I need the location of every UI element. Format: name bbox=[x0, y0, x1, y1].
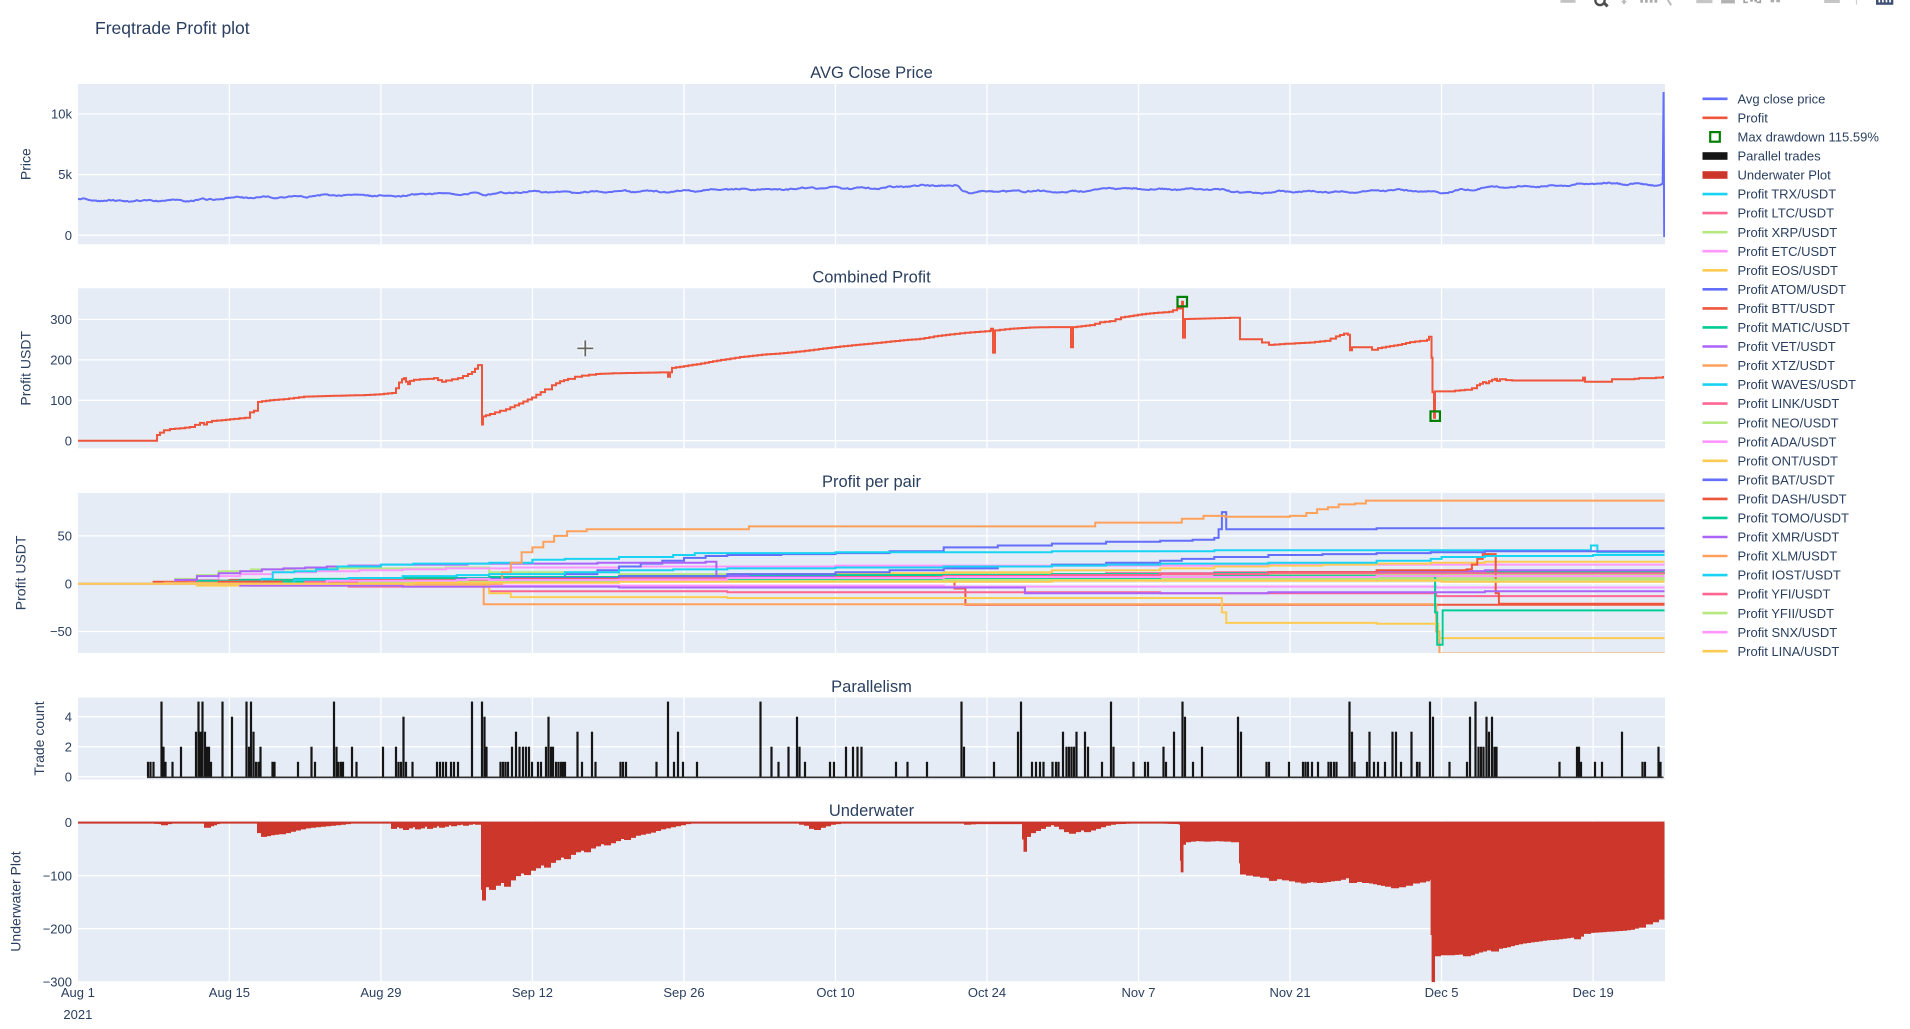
svg-text:Profit YFII/USDT: Profit YFII/USDT bbox=[1738, 606, 1835, 621]
svg-text:100: 100 bbox=[50, 393, 72, 408]
svg-text:Profit XLM/USDT: Profit XLM/USDT bbox=[1738, 549, 1838, 564]
svg-text:0: 0 bbox=[65, 769, 72, 784]
svg-text:Combined Profit: Combined Profit bbox=[812, 269, 931, 287]
svg-text:200: 200 bbox=[50, 352, 72, 367]
svg-text:−200: −200 bbox=[43, 921, 72, 936]
svg-text:Profit WAVES/USDT: Profit WAVES/USDT bbox=[1738, 377, 1857, 392]
svg-text:Profit: Profit bbox=[1738, 110, 1769, 125]
svg-text:Aug 15: Aug 15 bbox=[209, 985, 250, 1000]
svg-text:−100: −100 bbox=[43, 868, 72, 883]
svg-text:4: 4 bbox=[65, 709, 72, 724]
svg-text:Profit SNX/USDT: Profit SNX/USDT bbox=[1738, 625, 1838, 640]
svg-text:Profit LTC/USDT: Profit LTC/USDT bbox=[1738, 206, 1835, 221]
svg-text:Profit ONT/USDT: Profit ONT/USDT bbox=[1738, 453, 1838, 468]
svg-text:300: 300 bbox=[50, 312, 72, 327]
svg-text:Profit BAT/USDT: Profit BAT/USDT bbox=[1738, 472, 1835, 487]
svg-text:50: 50 bbox=[58, 529, 72, 544]
svg-text:Profit LINA/USDT: Profit LINA/USDT bbox=[1738, 644, 1840, 659]
svg-text:Profit per pair: Profit per pair bbox=[822, 473, 922, 491]
svg-text:Underwater: Underwater bbox=[829, 802, 915, 820]
svg-text:Nov 7: Nov 7 bbox=[1122, 985, 1156, 1000]
svg-text:Trade count: Trade count bbox=[31, 701, 47, 775]
svg-text:Parallel trades: Parallel trades bbox=[1738, 149, 1822, 164]
svg-text:Price: Price bbox=[18, 148, 34, 180]
svg-text:0: 0 bbox=[65, 433, 72, 448]
svg-text:Profit TOMO/USDT: Profit TOMO/USDT bbox=[1738, 511, 1850, 526]
svg-text:Profit YFI/USDT: Profit YFI/USDT bbox=[1738, 587, 1831, 602]
svg-text:Profit VET/USDT: Profit VET/USDT bbox=[1738, 339, 1836, 354]
svg-text:Nov 21: Nov 21 bbox=[1269, 985, 1310, 1000]
svg-text:Underwater Plot: Underwater Plot bbox=[8, 851, 24, 951]
svg-text:0: 0 bbox=[65, 815, 72, 830]
svg-text:Profit ETC/USDT: Profit ETC/USDT bbox=[1738, 244, 1837, 259]
svg-text:10k: 10k bbox=[51, 107, 72, 122]
svg-text:Profit MATIC/USDT: Profit MATIC/USDT bbox=[1738, 320, 1850, 335]
svg-text:Oct 24: Oct 24 bbox=[968, 985, 1006, 1000]
svg-text:Oct 10: Oct 10 bbox=[816, 985, 854, 1000]
svg-text:2021: 2021 bbox=[63, 1007, 92, 1022]
svg-text:Profit LINK/USDT: Profit LINK/USDT bbox=[1738, 396, 1840, 411]
svg-text:Profit ADA/USDT: Profit ADA/USDT bbox=[1738, 434, 1837, 449]
svg-text:−50: −50 bbox=[50, 624, 72, 639]
svg-text:Profit BTT/USDT: Profit BTT/USDT bbox=[1738, 301, 1836, 316]
svg-text:Profit TRX/USDT: Profit TRX/USDT bbox=[1738, 187, 1837, 202]
svg-text:5k: 5k bbox=[58, 167, 72, 182]
svg-text:Profit XMR/USDT: Profit XMR/USDT bbox=[1738, 530, 1840, 545]
svg-text:Profit XTZ/USDT: Profit XTZ/USDT bbox=[1738, 358, 1836, 373]
svg-text:AVG Close Price: AVG Close Price bbox=[810, 64, 933, 82]
svg-text:Underwater Plot: Underwater Plot bbox=[1738, 168, 1832, 183]
svg-text:Freqtrade Profit plot: Freqtrade Profit plot bbox=[95, 18, 250, 38]
svg-text:Avg close price: Avg close price bbox=[1738, 91, 1826, 106]
svg-text:Sep 12: Sep 12 bbox=[512, 985, 553, 1000]
svg-text:Profit USDT: Profit USDT bbox=[17, 331, 33, 406]
svg-text:Profit USDT: Profit USDT bbox=[13, 535, 29, 610]
svg-text:0: 0 bbox=[65, 228, 72, 243]
svg-text:Parallelism: Parallelism bbox=[831, 678, 912, 696]
svg-text:Profit ATOM/USDT: Profit ATOM/USDT bbox=[1738, 282, 1847, 297]
svg-text:Max drawdown 115.59%: Max drawdown 115.59% bbox=[1738, 130, 1880, 145]
svg-text:Aug 29: Aug 29 bbox=[360, 985, 401, 1000]
svg-text:Profit XRP/USDT: Profit XRP/USDT bbox=[1738, 225, 1838, 240]
svg-text:Dec 5: Dec 5 bbox=[1425, 985, 1459, 1000]
svg-text:Profit IOST/USDT: Profit IOST/USDT bbox=[1738, 568, 1841, 583]
svg-text:2: 2 bbox=[65, 739, 72, 754]
svg-text:Profit EOS/USDT: Profit EOS/USDT bbox=[1738, 263, 1838, 278]
svg-text:0: 0 bbox=[65, 576, 72, 591]
svg-text:Profit DASH/USDT: Profit DASH/USDT bbox=[1738, 491, 1847, 506]
svg-text:Aug 1: Aug 1 bbox=[61, 985, 95, 1000]
svg-text:Dec 19: Dec 19 bbox=[1572, 985, 1613, 1000]
svg-text:Profit NEO/USDT: Profit NEO/USDT bbox=[1738, 415, 1839, 430]
svg-text:Sep 26: Sep 26 bbox=[663, 985, 704, 1000]
svg-text:−300: −300 bbox=[43, 974, 72, 989]
